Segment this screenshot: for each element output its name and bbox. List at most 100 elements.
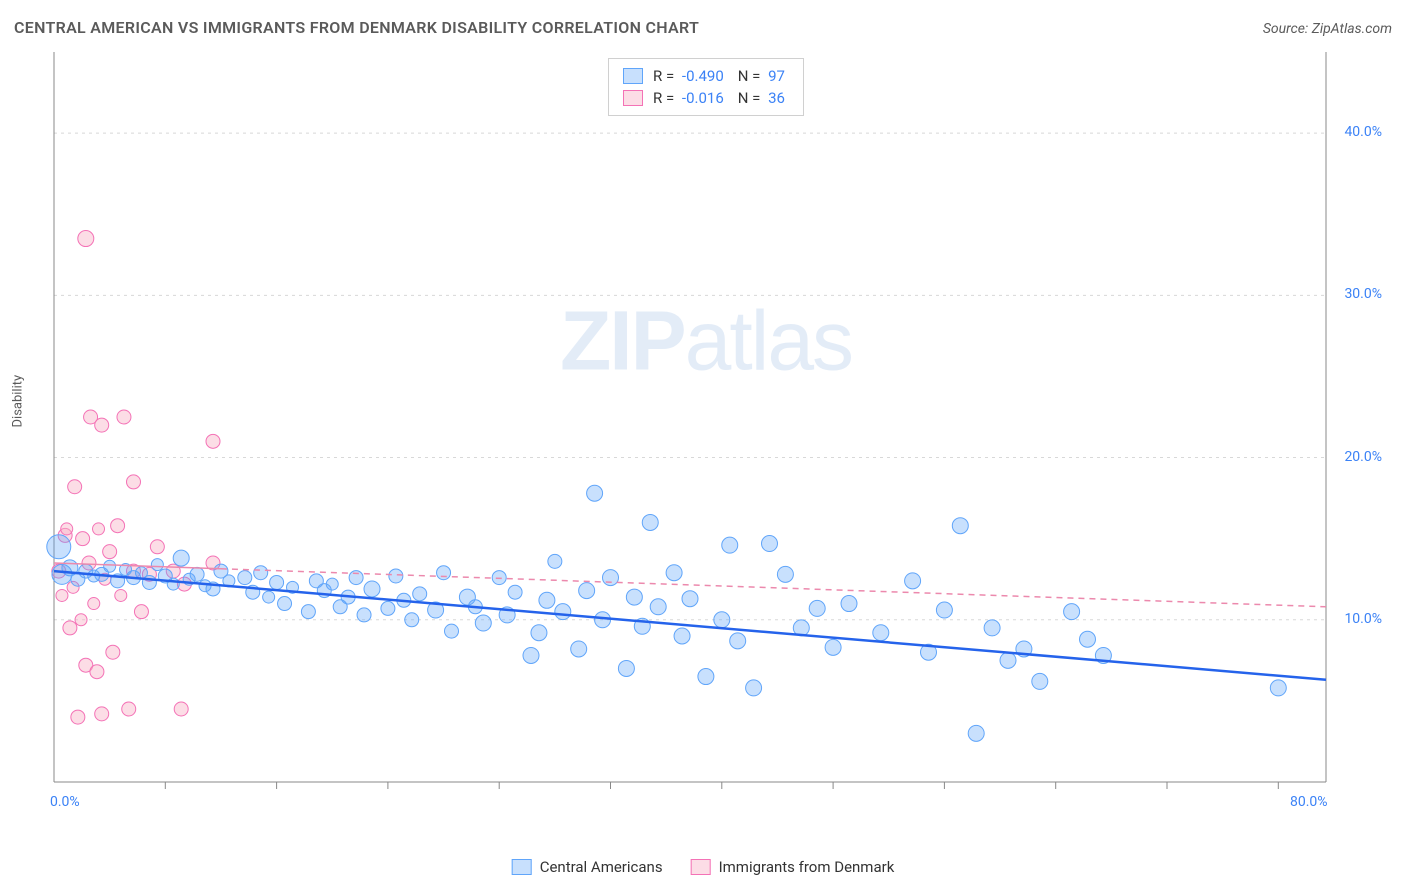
data-point: [777, 566, 793, 582]
data-point: [68, 480, 82, 494]
legend-r-value: -0.016: [682, 89, 724, 107]
data-point: [548, 554, 562, 568]
y-tick-label: 10.0%: [1344, 611, 1382, 627]
data-point: [618, 660, 634, 676]
data-point: [531, 625, 547, 641]
data-point: [47, 535, 71, 559]
data-point: [650, 599, 666, 615]
legend-n-value: 36: [768, 89, 785, 107]
data-point: [263, 591, 275, 603]
legend-series-item: Immigrants from Denmark: [691, 858, 895, 876]
y-axis-label: Disability: [11, 375, 26, 428]
data-point: [936, 602, 952, 618]
data-point: [762, 536, 778, 552]
data-point: [357, 608, 371, 622]
data-point: [437, 566, 451, 580]
data-point: [1270, 680, 1286, 696]
data-point: [142, 575, 156, 589]
data-point: [115, 589, 127, 601]
data-point: [445, 624, 459, 638]
data-point: [111, 519, 125, 533]
data-point: [106, 645, 120, 659]
data-point: [746, 680, 762, 696]
data-point: [873, 625, 889, 641]
y-tick-label: 30.0%: [1344, 286, 1382, 302]
data-point: [674, 628, 690, 644]
data-point: [103, 545, 117, 559]
data-point: [523, 647, 539, 663]
legend-n-label: N = 36: [738, 87, 789, 109]
data-point: [682, 591, 698, 607]
legend-r-label: R = -0.016: [653, 87, 728, 109]
legend-correlation-row: R = -0.490 N = 97: [623, 65, 789, 87]
data-point: [603, 570, 619, 586]
legend-r-value: -0.490: [682, 67, 724, 85]
data-point: [809, 600, 825, 616]
data-point: [722, 537, 738, 553]
data-point: [278, 597, 292, 611]
data-point: [730, 633, 746, 649]
data-point: [1032, 673, 1048, 689]
data-point: [326, 578, 338, 590]
data-point: [75, 614, 87, 626]
data-point: [134, 605, 148, 619]
x-tick-label: 80.0%: [1290, 794, 1328, 810]
data-point: [150, 540, 164, 554]
data-point: [63, 621, 77, 635]
data-point: [95, 707, 109, 721]
data-point: [127, 475, 141, 489]
legend-r-label: R = -0.490: [653, 65, 728, 87]
data-point: [579, 583, 595, 599]
data-point: [104, 560, 116, 572]
y-tick-label: 20.0%: [1344, 449, 1382, 465]
data-point: [405, 613, 419, 627]
data-point: [122, 702, 136, 716]
legend-correlation-row: R = -0.016 N = 36: [623, 87, 789, 109]
data-point: [642, 514, 658, 530]
chart-source: Source: ZipAtlas.com: [1263, 21, 1392, 37]
data-point: [381, 601, 395, 615]
data-point: [698, 669, 714, 685]
data-point: [78, 231, 94, 247]
data-point: [71, 710, 85, 724]
data-point: [95, 418, 109, 432]
legend-n-label: N = 97: [738, 65, 789, 87]
legend-series-label: Central Americans: [540, 858, 663, 876]
data-point: [825, 639, 841, 655]
data-point: [841, 596, 857, 612]
data-point: [174, 702, 188, 716]
data-point: [413, 587, 427, 601]
data-point: [88, 598, 100, 610]
y-tick-label: 40.0%: [1344, 124, 1382, 140]
data-point: [714, 612, 730, 628]
data-point: [61, 523, 73, 535]
data-point: [93, 523, 105, 535]
scatter-plot: [46, 52, 1366, 812]
data-point: [173, 550, 189, 566]
chart-area: ZIPatlas R = -0.490 N = 97 R = -0.016 N …: [46, 52, 1366, 812]
data-point: [508, 585, 522, 599]
chart-header: CENTRAL AMERICAN VS IMMIGRANTS FROM DENM…: [14, 18, 1392, 37]
trend-line: [54, 571, 1326, 680]
data-point: [968, 725, 984, 741]
data-point: [190, 567, 204, 581]
data-point: [76, 532, 90, 546]
data-point: [151, 559, 163, 571]
legend-swatch: [512, 859, 532, 875]
data-point: [905, 573, 921, 589]
x-tick-label: 0.0%: [50, 794, 80, 810]
legend-series-item: Central Americans: [512, 858, 663, 876]
data-point: [301, 605, 315, 619]
legend-series: Central Americans Immigrants from Denmark: [512, 858, 895, 876]
data-point: [254, 566, 268, 580]
data-point: [666, 565, 682, 581]
data-point: [952, 518, 968, 534]
legend-swatch: [623, 90, 643, 106]
data-point: [270, 575, 284, 589]
data-point: [56, 589, 68, 601]
legend-series-label: Immigrants from Denmark: [719, 858, 895, 876]
legend-correlation: R = -0.490 N = 97 R = -0.016 N = 36: [608, 58, 804, 116]
legend-swatch: [623, 68, 643, 84]
data-point: [587, 485, 603, 501]
data-point: [90, 665, 104, 679]
